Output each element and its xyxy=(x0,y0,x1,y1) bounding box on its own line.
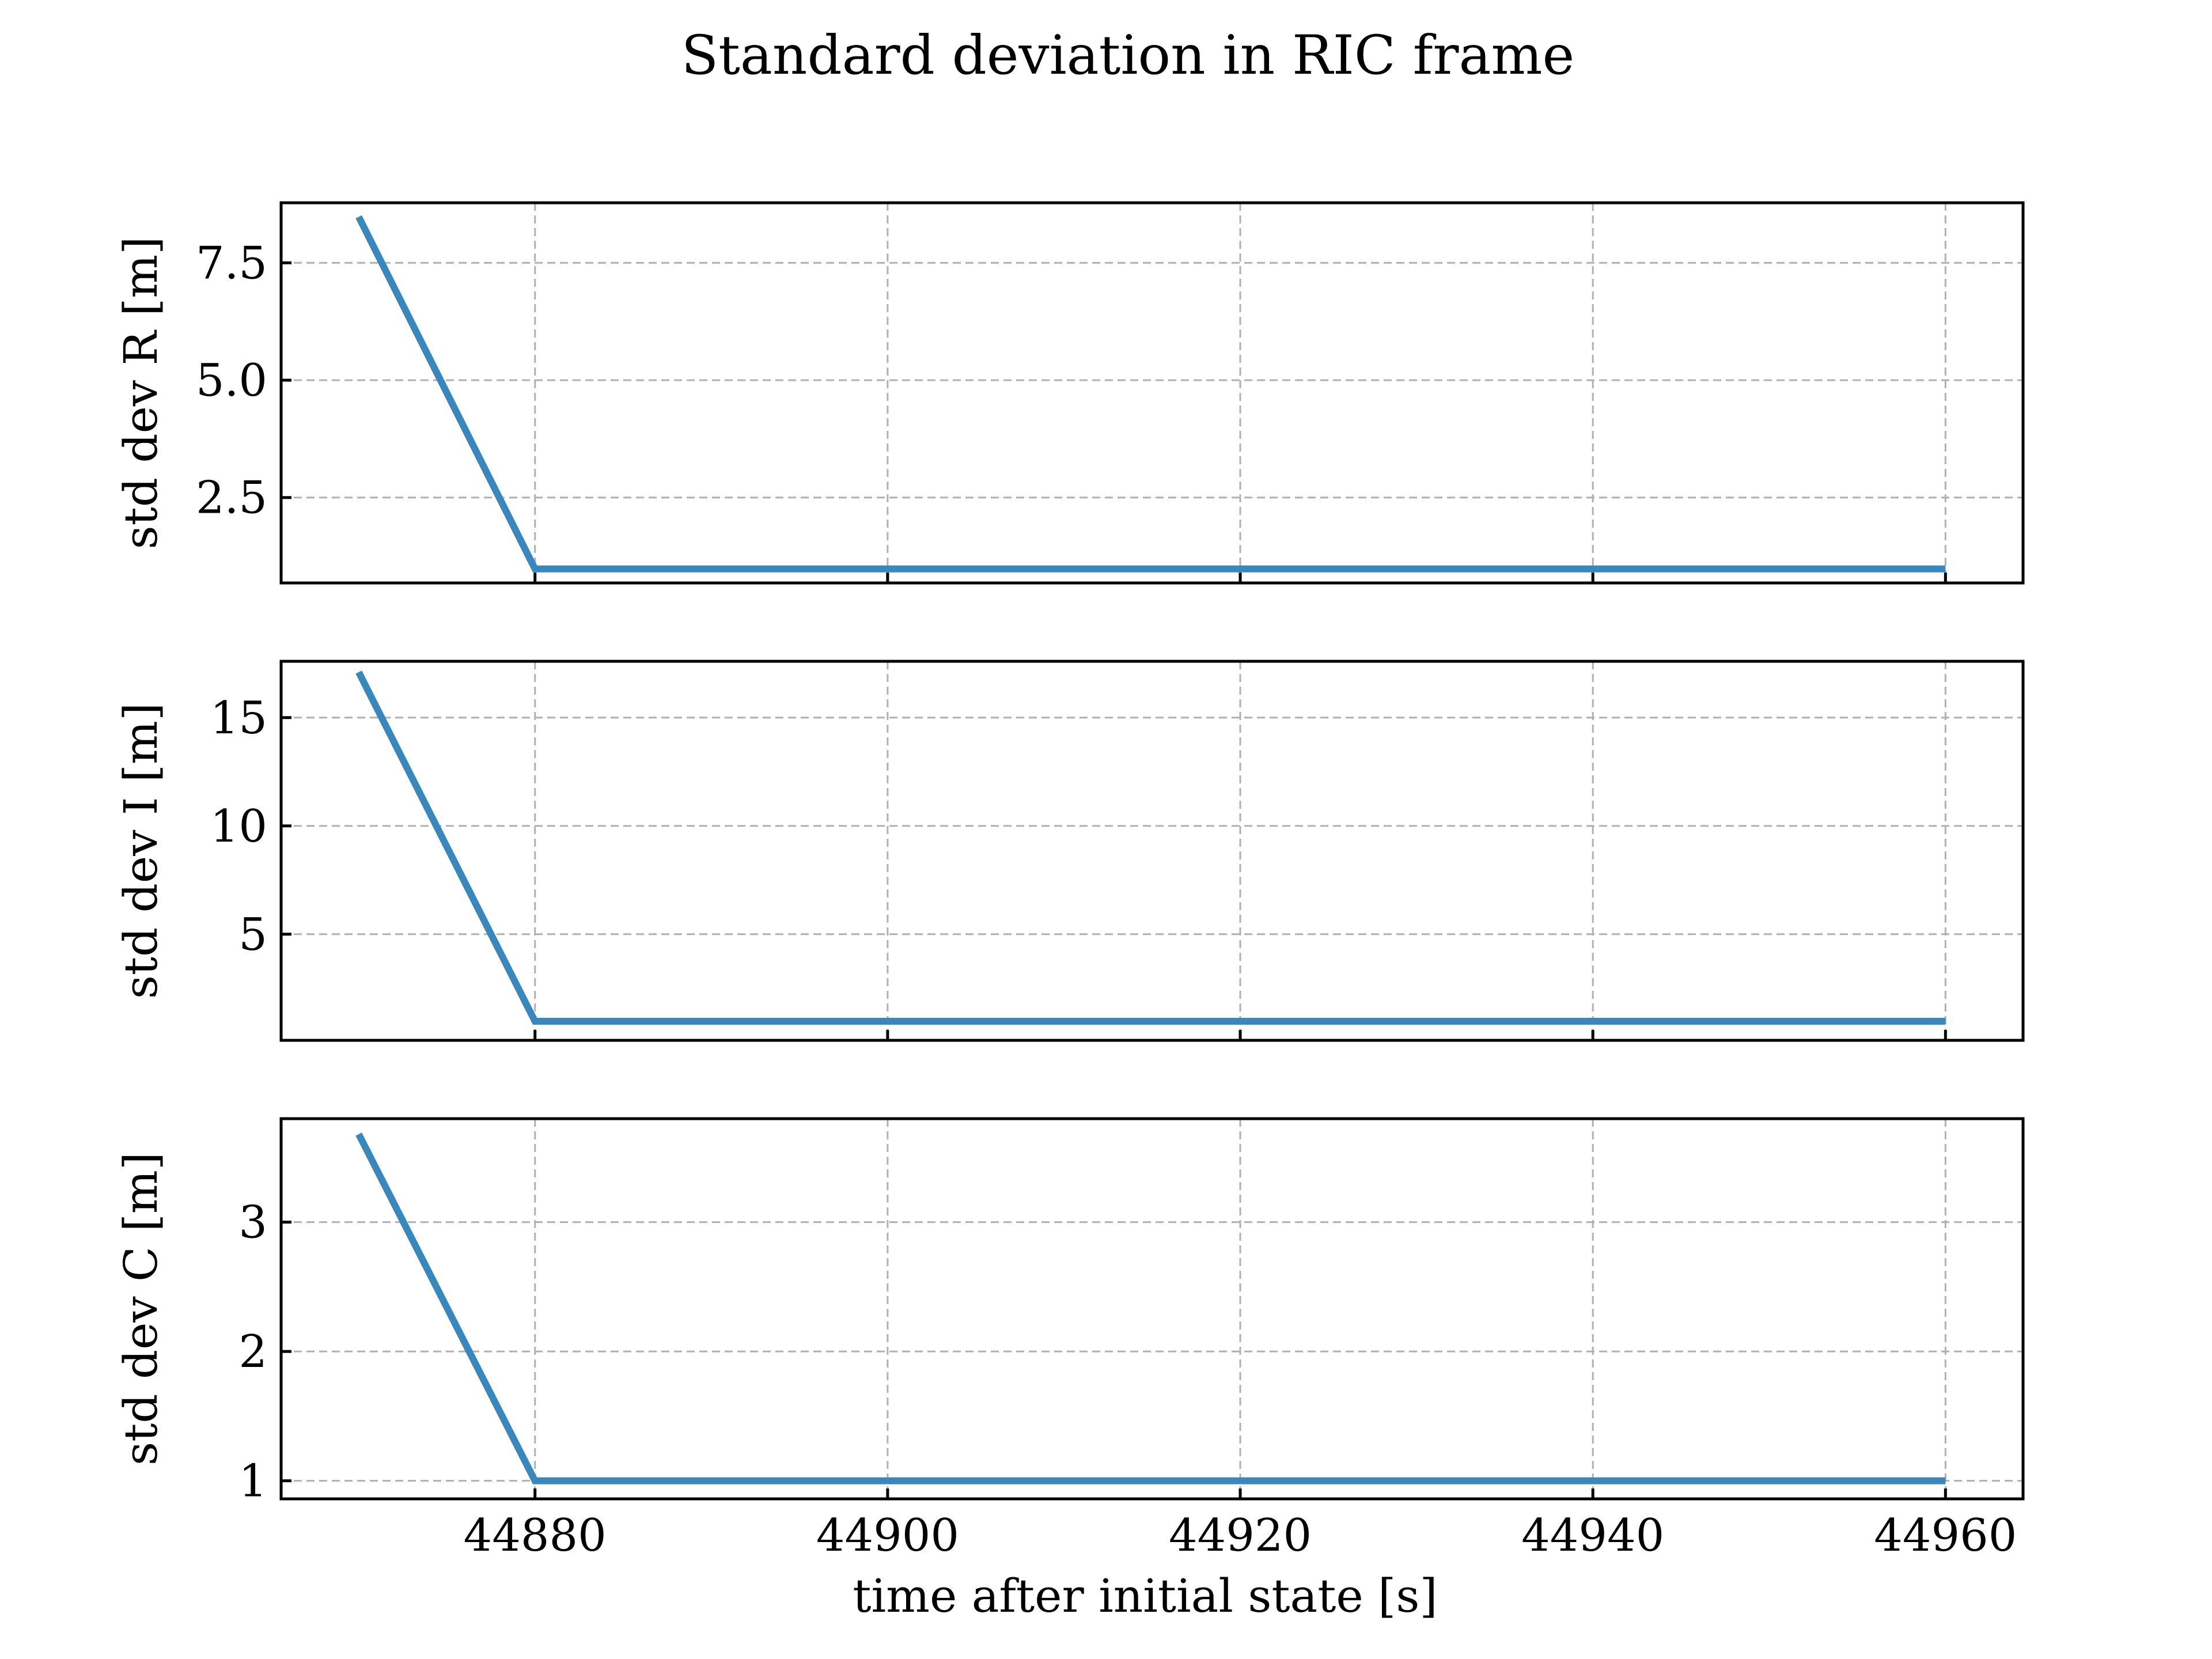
y-tick-label: 5 xyxy=(238,909,267,961)
y-tick-label: 5.0 xyxy=(196,355,267,407)
y-tick-label: 2.5 xyxy=(196,472,267,524)
y-tick-label: 1 xyxy=(238,1456,267,1508)
series-line xyxy=(355,215,1946,573)
x-tick-label: 44940 xyxy=(1521,1510,1664,1562)
x-tick-label: 44880 xyxy=(464,1510,607,1562)
x-tick-label: 44960 xyxy=(1874,1510,2017,1562)
subplot-panels: 2.5 5.0 7.5 std dev R [m] 5 10 15 std dev I [m]… xyxy=(114,201,2025,1562)
y-tick-label: 15 xyxy=(210,692,267,744)
series-line xyxy=(355,1132,1946,1484)
y-axis-label: std dev R [m] xyxy=(114,237,168,550)
x-tick-label: 44900 xyxy=(816,1510,959,1562)
y-tick-label: 3 xyxy=(238,1197,267,1249)
y-tick-label: 2 xyxy=(238,1326,267,1378)
y-axis-label: std dev I [m] xyxy=(114,703,168,999)
axes-frame xyxy=(279,660,2025,1042)
axes-frame xyxy=(279,201,2025,585)
y-tick-label: 7.5 xyxy=(196,237,267,289)
axes-frame xyxy=(279,1117,2025,1501)
x-tick-label: 44920 xyxy=(1169,1510,1312,1562)
series-line xyxy=(355,671,1946,1025)
subplot-2: 5 10 15 std dev I [m] xyxy=(114,660,2025,1042)
y-axis-label: std dev C [m] xyxy=(114,1152,168,1465)
figure-title: Standard deviation in RIC frame xyxy=(681,24,1575,87)
subplot-1: 2.5 5.0 7.5 std dev R [m] xyxy=(114,201,2025,585)
subplot-3: 44880 44900 44920 44940 44960 1 2 3 std dev C [m… xyxy=(114,1117,2025,1562)
y-tick-label: 10 xyxy=(210,801,267,853)
x-axis-label: time after initial state [s] xyxy=(853,1569,1437,1623)
